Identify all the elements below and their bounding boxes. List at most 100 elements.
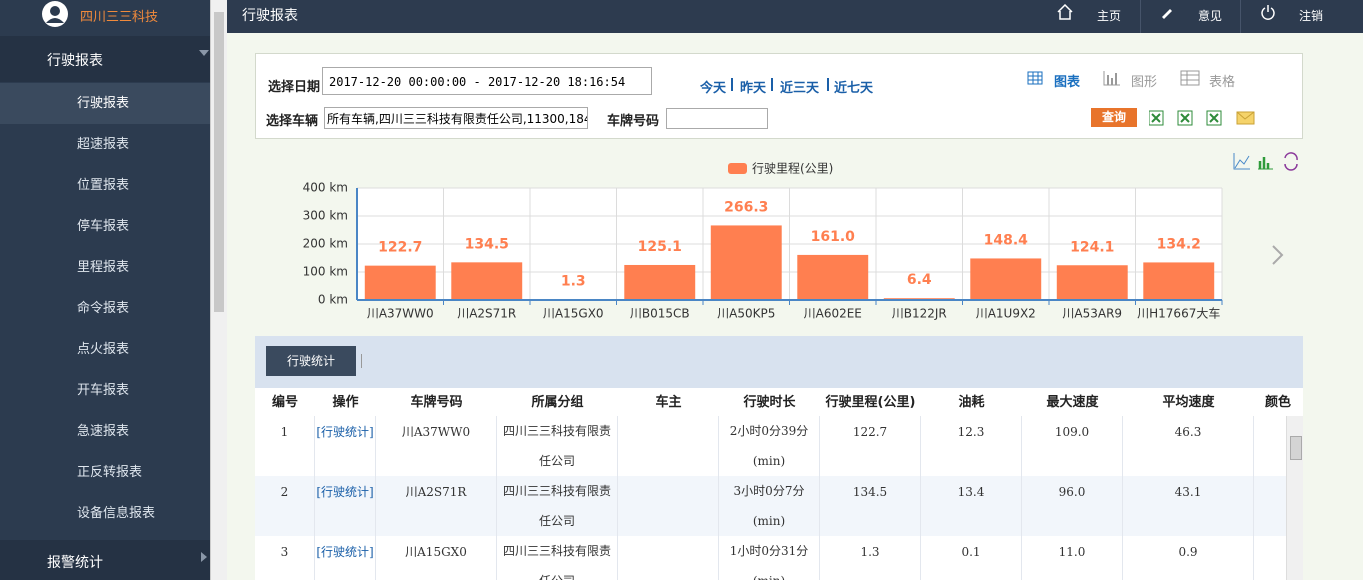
table-cell: 46.3: [1123, 416, 1254, 476]
table-cell: 3小时0分7分(min): [719, 476, 820, 536]
table-cell[interactable]: [行驶统计]: [315, 536, 376, 580]
plate-input[interactable]: [666, 108, 768, 129]
data-label: 134.5: [465, 236, 509, 252]
view-option[interactable]: 表格: [1209, 75, 1236, 90]
quick-range[interactable]: 近三天: [780, 81, 820, 96]
menu-item[interactable]: 点火报表: [77, 342, 130, 357]
data-label: 122.7: [378, 240, 422, 256]
quick-range[interactable]: 今天: [700, 81, 727, 96]
topbar: 行驶报表 主页 意见 注销: [227, 0, 1363, 33]
table-cell[interactable]: [行驶统计]: [315, 416, 376, 476]
avatar-icon: [42, 1, 68, 27]
scroll-thumb[interactable]: [1290, 436, 1302, 460]
menu-item[interactable]: 命令报表: [77, 301, 130, 316]
quick-range[interactable]: 近七天: [834, 81, 874, 96]
table-cell: 12.3: [921, 416, 1022, 476]
header-cell: 所属分组: [531, 395, 584, 410]
header-cell: 平均速度: [1162, 395, 1215, 410]
y-tick-label: 0 km: [318, 293, 348, 307]
menu-item[interactable]: 超速报表: [77, 137, 130, 152]
query-button[interactable]: 查询: [1091, 108, 1137, 127]
view-option[interactable]: 图表: [1054, 75, 1081, 90]
table-cell: 11.0: [1022, 536, 1123, 580]
scrollbar[interactable]: [210, 0, 227, 580]
table-cell: 96.0: [1022, 476, 1123, 536]
menu-group-label: 行驶报表: [47, 53, 103, 69]
separator: [827, 78, 829, 91]
menu-item[interactable]: 位置报表: [77, 178, 130, 193]
menu-group-label: 报警统计: [47, 555, 103, 571]
separator: [361, 354, 362, 368]
table-scrollbar[interactable]: [1286, 416, 1303, 580]
data-label: 1.3: [561, 274, 586, 290]
x-tick-label: 川H17667大车: [1137, 306, 1220, 321]
bar: [451, 262, 523, 300]
header-cell: 车牌号码: [410, 395, 463, 410]
export-icons[interactable]: [1149, 110, 1259, 128]
header-cell: 编号: [271, 395, 298, 410]
table-cell: 43.1: [1123, 476, 1254, 536]
menu-item[interactable]: 停车报表: [77, 219, 130, 234]
table-cell: 2小时0分39分(min): [719, 416, 820, 476]
x-tick-label: 川A53AR9: [1062, 307, 1122, 321]
filter-panel: 选择日期 2017-12-20 00:00:00 - 2017-12-20 18…: [255, 53, 1303, 139]
table-cell: 川A15GX0: [376, 536, 497, 580]
y-tick-label: 100 km: [303, 265, 348, 279]
top-link[interactable]: 主页: [1097, 9, 1122, 23]
quick-range[interactable]: 昨天: [740, 81, 767, 96]
data-label: 124.1: [1070, 239, 1114, 255]
menu-item[interactable]: 里程报表: [77, 260, 130, 275]
table-cell: 川A37WW0: [376, 416, 497, 476]
menu-item[interactable]: 行驶报表: [0, 83, 210, 124]
bar: [364, 265, 436, 300]
menu-item[interactable]: 正反转报表: [77, 465, 143, 480]
home-icon: [1057, 4, 1073, 20]
x-tick-label: 川B122JR: [892, 307, 947, 321]
x-tick-label: 川A602EE: [804, 307, 862, 321]
view-option[interactable]: 图形: [1131, 75, 1158, 90]
chart-toolbar[interactable]: [1233, 152, 1303, 172]
table-cell: 0.1: [921, 536, 1022, 580]
table-cell[interactable]: [行驶统计]: [315, 476, 376, 536]
x-tick-label: 川B015CB: [630, 307, 690, 321]
table-cell: 13.4: [921, 476, 1022, 536]
menu-group[interactable]: 行驶报表: [0, 36, 210, 82]
header-cell: 操作: [332, 395, 359, 410]
menu-group[interactable]: 报警统计: [0, 540, 210, 580]
scroll-thumb[interactable]: [214, 12, 224, 312]
table-cell: 四川三三科技有限责任公司: [497, 416, 618, 476]
x-tick-label: 川A50KP5: [717, 307, 775, 321]
x-tick-label: 川A37WW0: [367, 307, 434, 321]
x-tick-label: 川A15GX0: [543, 307, 604, 321]
table-panel: 行驶统计 编号 操作 车牌号码 所属分组 车主 行驶时长 行驶里程(公里) 油耗 最大速度 平均速…: [255, 336, 1303, 580]
header-cell: 行驶里程(公里): [825, 395, 916, 410]
date-label: 选择日期: [268, 80, 321, 95]
bar: [1056, 265, 1128, 300]
caret: [201, 552, 207, 562]
grid-view-icon: [1180, 70, 1200, 86]
table-cell: 0.9: [1123, 536, 1254, 580]
top-link[interactable]: 意见: [1198, 9, 1223, 23]
top-link[interactable]: 注销: [1299, 9, 1324, 23]
caret: [199, 50, 209, 56]
table-cell: 四川三三科技有限责任公司: [497, 476, 618, 536]
tab[interactable]: 行驶统计: [266, 346, 356, 376]
data-label: 6.4: [907, 272, 932, 288]
y-tick-label: 200 km: [303, 237, 348, 251]
menu-item[interactable]: 开车报表: [77, 383, 130, 398]
vehicle-input[interactable]: 所有车辆,四川三三科技有限责任公司,11300,1849: [324, 107, 588, 129]
menu-item[interactable]: 急速报表: [77, 424, 130, 439]
bar: [624, 264, 696, 300]
table-row: 1 [行驶统计] 川A37WW0 四川三三科技有限责任公司 2小时0分39分(min) 1…: [255, 416, 1303, 476]
y-tick-label: 300 km: [303, 209, 348, 223]
date-input[interactable]: 2017-12-20 00:00:00 - 2017-12-20 18:16:5…: [322, 67, 652, 95]
separator: [1240, 0, 1241, 33]
table-cell: 四川三三科技有限责任公司: [497, 536, 618, 580]
bar: [1143, 262, 1215, 300]
menu-item[interactable]: 设备信息报表: [77, 506, 156, 521]
edit-icon: [1162, 9, 1172, 19]
bar: [797, 254, 869, 300]
data-label: 134.2: [1157, 236, 1201, 252]
next-arrow[interactable]: [1270, 244, 1286, 266]
